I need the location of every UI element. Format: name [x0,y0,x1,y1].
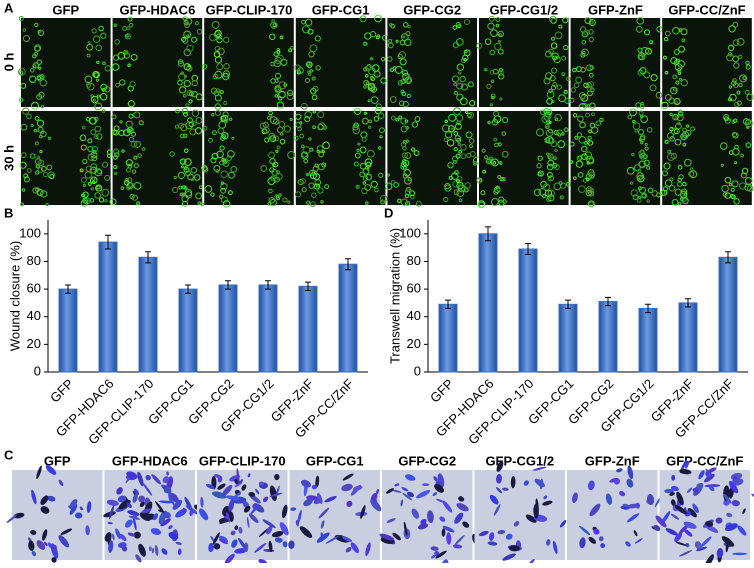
x-tick-label: GFP [47,376,77,406]
micrograph [110,108,204,206]
micrograph [662,18,753,109]
bar [639,308,657,372]
image-bg [296,111,386,205]
micrograph [475,460,566,563]
micrograph [112,17,202,107]
column-label: GFP-CG1/2 [489,2,558,17]
panel-letter: A [4,0,14,15]
axis-title: Transwell migration (%) [387,228,402,364]
micrograph [570,109,661,207]
micrograph [288,470,387,560]
micrograph [368,470,478,563]
y-tick-label: 20 [27,336,41,351]
column-label: GFP-ZnF [588,2,643,17]
micrograph [6,464,103,563]
column-label: GFP-CC/ZnF [666,453,743,468]
bar [339,264,357,372]
micrograph [387,18,477,107]
y-tick-label: 80 [27,253,41,268]
column-label: GFP-CLIP-170 [206,2,293,17]
y-tick-label: 80 [407,253,421,268]
micrograph [197,468,291,563]
micrograph [652,459,754,563]
row-label: 0 h [1,53,16,72]
panel-letter: B [4,205,13,220]
column-label: GFP-HDAC6 [119,2,195,17]
y-tick-label: 40 [27,308,41,323]
y-tick-label: 100 [399,225,421,240]
column-label: GFP-CC/ZnF [668,2,745,17]
micrograph [103,470,210,563]
micrograph [202,110,295,207]
bar [139,257,157,372]
bar [439,304,457,372]
micrograph [295,15,388,109]
column-label: GFP-HDAC6 [112,453,188,468]
bar [179,289,197,372]
micrograph [559,465,662,560]
panel-letter: D [384,205,393,220]
cell [422,483,430,486]
micrograph [20,108,112,206]
bar [519,249,537,372]
column-label: GFP [52,2,79,17]
column-label: GFP-CG1 [306,453,364,468]
y-tick-label: 60 [27,281,41,296]
bar [599,302,617,372]
column-label: GFP-ZnF [585,453,640,468]
bar [219,285,237,372]
micrograph [661,110,753,205]
x-tick-label: GFP [427,376,457,406]
column-label: GFP-CG1/2 [485,453,554,468]
micrograph [385,108,480,206]
micrograph [294,108,387,206]
micrograph [18,17,110,110]
column-label: GFP-CG2 [398,453,456,468]
cell [312,485,317,490]
bar [59,289,77,372]
y-tick-label: 40 [407,308,421,323]
bar [559,304,577,372]
micrograph [570,18,662,111]
bar [99,242,117,372]
micrograph [477,16,571,107]
bar [719,257,737,372]
y-tick-label: 100 [19,225,41,240]
micrograph [202,18,294,109]
axis-title: Wound closure (%) [7,241,22,351]
micrograph [477,108,571,207]
bar [259,285,277,372]
cell [51,545,57,551]
bar [679,303,697,372]
panel-letter: C [4,447,14,462]
column-label: GFP-CG1 [312,2,370,17]
row-label: 30 h [1,145,16,171]
column-label: GFP-CLIP-170 [199,453,286,468]
y-tick-label: 0 [414,363,421,378]
y-tick-label: 0 [34,363,41,378]
bar [479,234,497,372]
y-tick-label: 60 [407,281,421,296]
image-bg [12,470,103,560]
column-label: GFP-CG2 [403,2,461,17]
bar [299,286,317,372]
y-tick-label: 20 [407,336,421,351]
